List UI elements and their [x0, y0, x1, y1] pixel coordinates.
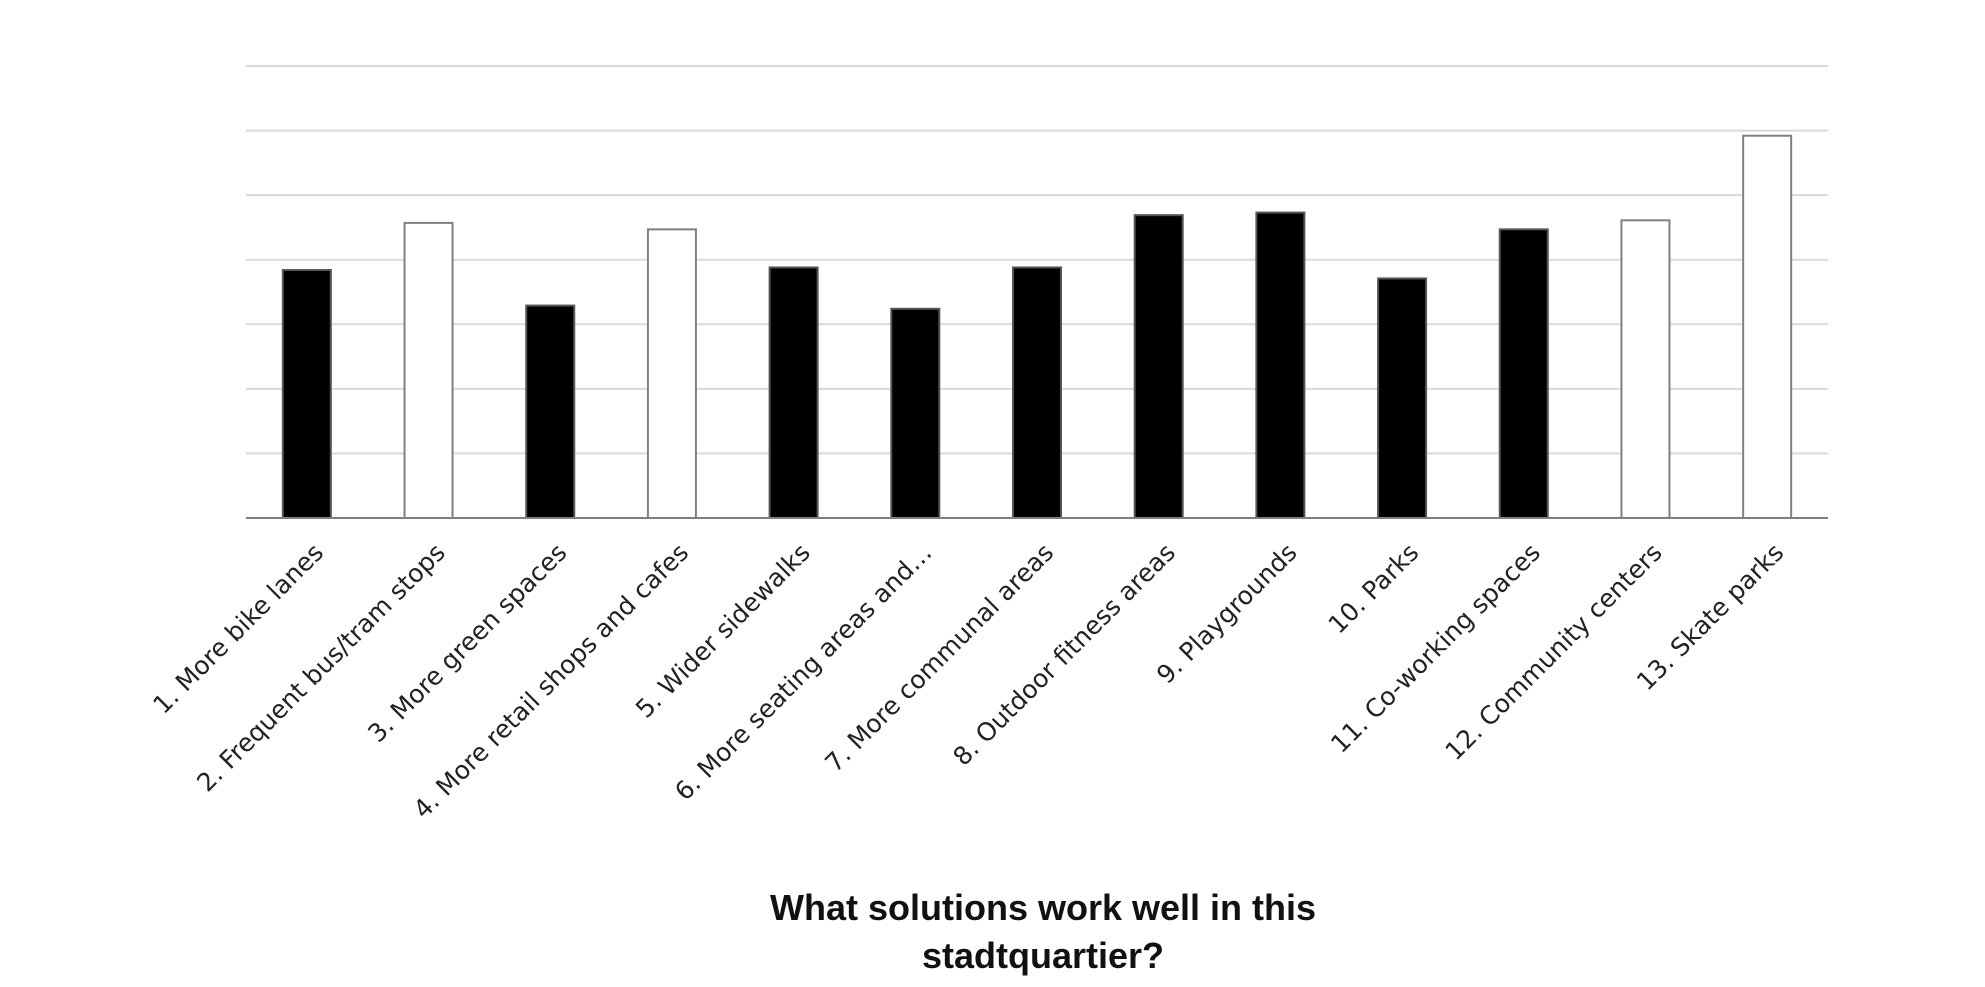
bar	[1377, 277, 1428, 519]
bar	[1133, 214, 1184, 519]
bar	[1255, 211, 1306, 519]
x-tick-label: 7. More communal areas	[819, 538, 1059, 778]
bar	[1620, 219, 1671, 519]
bar	[890, 307, 941, 519]
x-tick-label: 12. Community centers	[1439, 538, 1667, 766]
bar	[768, 266, 819, 519]
chart-title: What solutions work well in this stadtqu…	[769, 887, 1317, 976]
bar	[1012, 266, 1062, 519]
x-tick-label: 8. Outdoor fitness areas	[947, 538, 1181, 772]
x-tick-label: 10. Parks	[1323, 538, 1425, 640]
bar	[281, 269, 332, 519]
bar	[1742, 134, 1793, 519]
x-tick-label: 2. Frequent bus/tram stops	[191, 538, 451, 798]
bar	[403, 221, 454, 519]
x-tick-label: 3. More green spaces	[362, 538, 572, 748]
bar	[525, 304, 576, 519]
x-tick-label: 11. Co-working spaces	[1325, 538, 1546, 759]
bar	[646, 228, 697, 519]
x-tick-label: 6. More seating areas and…	[669, 538, 937, 806]
bar	[1498, 228, 1549, 519]
